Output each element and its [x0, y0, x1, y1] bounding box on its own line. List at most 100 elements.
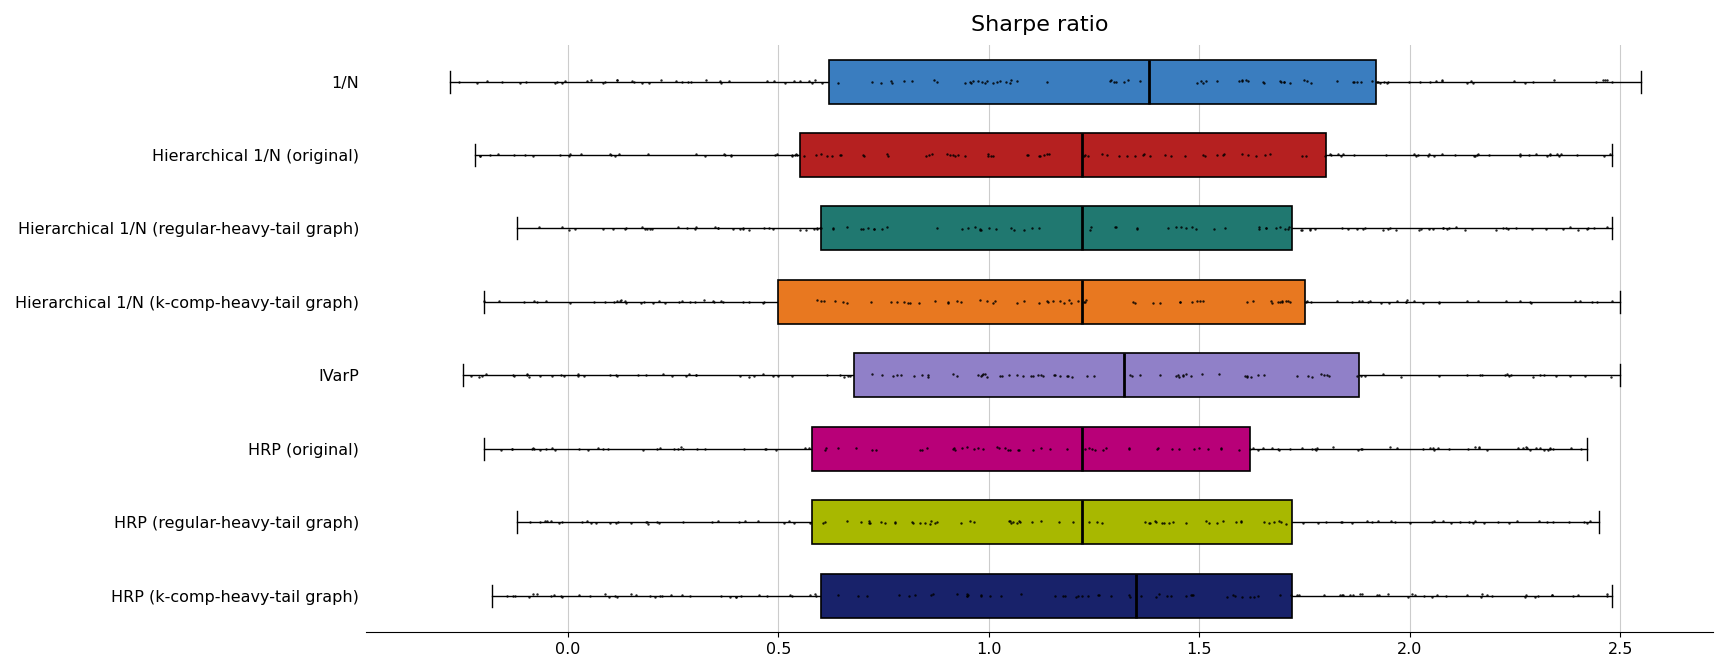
Point	[1526, 442, 1553, 453]
Point	[589, 77, 617, 88]
Point	[605, 517, 632, 528]
Point	[555, 224, 582, 235]
Point	[1310, 589, 1337, 600]
Point	[1089, 444, 1116, 455]
Point	[947, 297, 975, 308]
Point	[778, 150, 805, 161]
Point	[862, 445, 890, 456]
Point	[707, 78, 734, 89]
Point	[961, 222, 988, 233]
Point	[1540, 443, 1567, 454]
Point	[1234, 149, 1261, 160]
Point	[1419, 223, 1446, 234]
Point	[867, 77, 895, 88]
Point	[1255, 518, 1282, 529]
Point	[1101, 222, 1128, 233]
Point	[1211, 222, 1239, 233]
Point	[651, 297, 679, 308]
Point	[683, 370, 710, 380]
Point	[589, 444, 617, 455]
Point	[976, 222, 1004, 233]
Point	[802, 589, 829, 599]
Point	[1294, 370, 1322, 381]
Point	[824, 443, 852, 454]
Point	[1018, 222, 1045, 233]
Point	[1113, 151, 1140, 162]
Point	[1075, 150, 1102, 161]
Point	[1115, 443, 1142, 454]
Point	[916, 518, 943, 529]
Point	[966, 295, 994, 306]
Point	[1571, 370, 1598, 381]
Point	[1367, 298, 1394, 308]
Point	[1533, 223, 1560, 234]
Point	[1540, 75, 1567, 86]
Point	[1040, 591, 1068, 601]
Point	[1512, 442, 1540, 453]
Point	[1377, 516, 1405, 527]
Point	[1192, 75, 1220, 86]
Point	[670, 444, 698, 455]
Point	[1355, 296, 1382, 307]
Point	[646, 75, 674, 86]
Point	[548, 591, 575, 602]
Point	[1011, 224, 1039, 235]
Point	[525, 445, 553, 456]
Point	[511, 150, 539, 161]
Point	[1298, 371, 1325, 382]
Point	[961, 444, 988, 454]
Point	[1159, 517, 1187, 528]
Point	[629, 222, 657, 233]
Point	[1515, 444, 1543, 455]
Point	[1225, 444, 1253, 455]
Point	[1213, 591, 1241, 602]
Point	[1177, 589, 1204, 600]
Point	[1381, 517, 1408, 528]
Point	[1598, 76, 1626, 87]
Point	[828, 150, 855, 161]
Point	[1118, 370, 1146, 381]
Point	[885, 590, 912, 601]
Point	[802, 591, 829, 601]
Point	[1096, 76, 1123, 87]
Point	[1267, 77, 1294, 87]
Point	[778, 371, 805, 382]
Point	[1495, 518, 1522, 529]
Point	[854, 591, 881, 601]
Point	[520, 589, 548, 599]
Point	[681, 224, 708, 235]
Point	[1033, 76, 1061, 87]
Point	[1391, 296, 1419, 307]
Point	[1059, 517, 1087, 528]
Point	[1267, 222, 1294, 233]
Point	[878, 297, 905, 308]
Point	[1503, 516, 1531, 527]
Point	[975, 149, 1002, 159]
Point	[982, 296, 1009, 307]
Point	[1222, 517, 1249, 528]
Point	[973, 295, 1001, 306]
Point	[705, 222, 733, 233]
Point	[968, 224, 995, 235]
Point	[1073, 295, 1101, 306]
Point	[1467, 591, 1495, 602]
Point	[973, 76, 1001, 87]
Point	[867, 223, 895, 234]
Point	[1415, 443, 1443, 454]
Point	[1503, 443, 1531, 454]
Point	[1165, 444, 1192, 455]
Point	[1030, 371, 1058, 382]
Point	[1369, 224, 1396, 235]
Point	[1127, 76, 1154, 87]
Point	[1536, 443, 1564, 454]
Point	[1277, 444, 1305, 454]
Point	[1237, 591, 1265, 602]
Point	[1462, 149, 1490, 160]
Point	[1512, 77, 1540, 88]
Point	[1080, 444, 1108, 455]
Point	[1178, 296, 1206, 307]
Point	[850, 151, 878, 161]
Point	[601, 517, 629, 528]
Point	[669, 589, 696, 600]
Point	[1521, 591, 1548, 602]
